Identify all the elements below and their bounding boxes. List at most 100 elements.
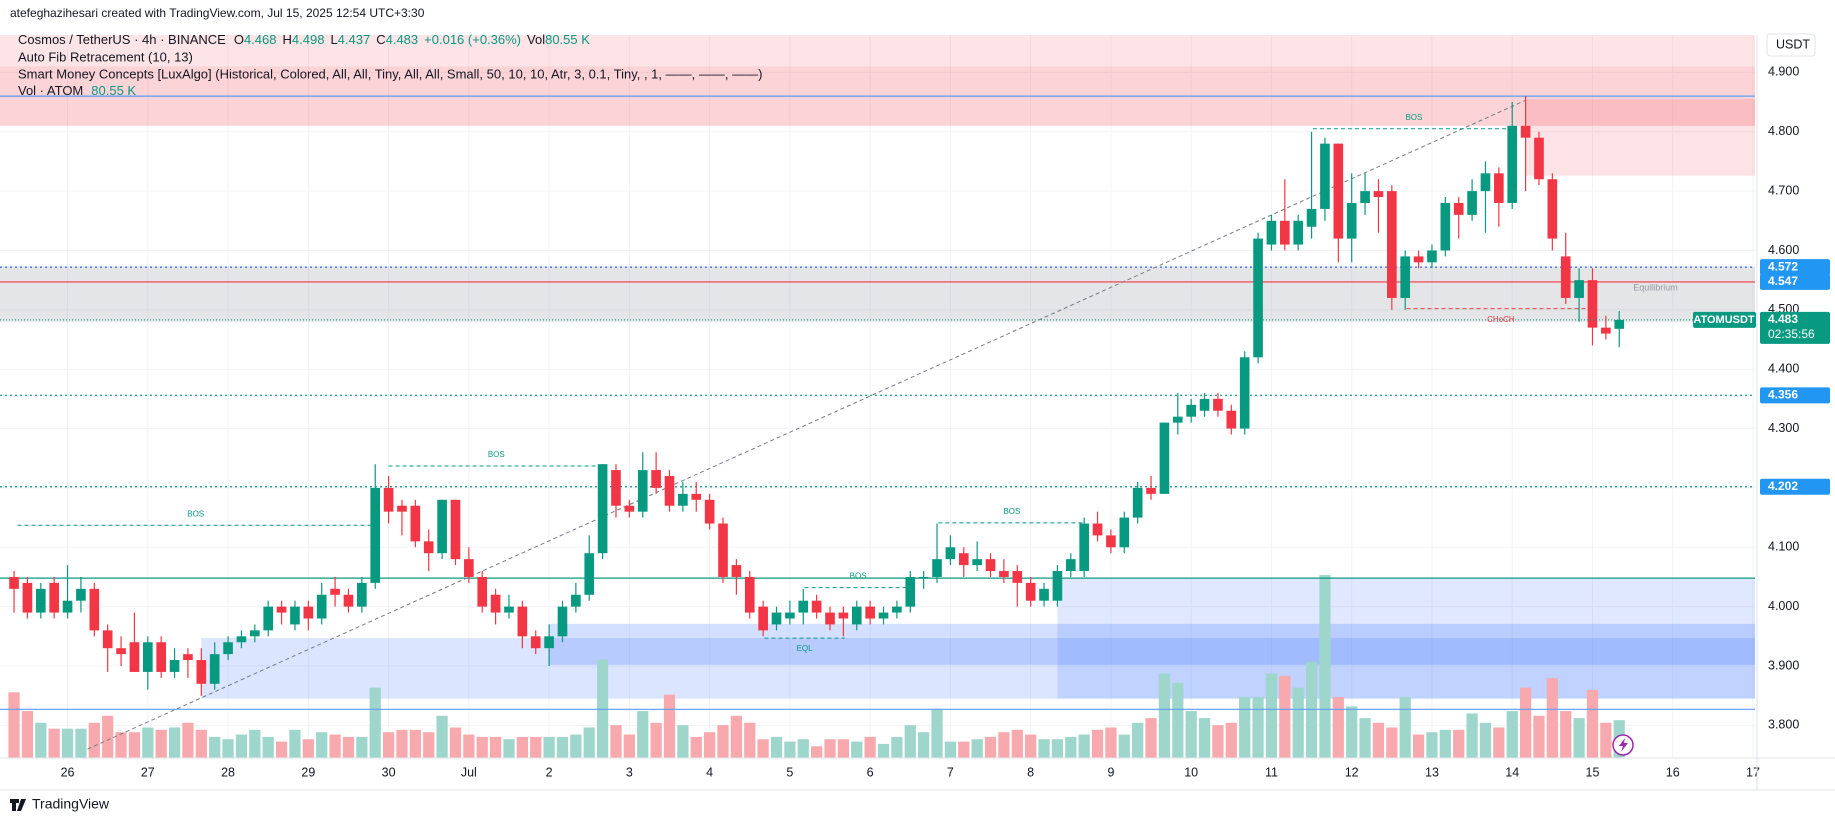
volume-bar bbox=[851, 741, 863, 758]
indicator-vol-name: Vol · ATOM bbox=[18, 83, 83, 98]
candle-body bbox=[22, 582, 33, 613]
legend-main: Cosmos / TetherUS · 4h · BINANCE O4.468 H4… bbox=[18, 32, 590, 47]
candle-body bbox=[1293, 220, 1304, 245]
candle-body bbox=[851, 606, 862, 625]
indicator-smc: Smart Money Concepts [LuxAlgo] (Historic… bbox=[18, 66, 762, 81]
indicator-vol-value: 80.55 K bbox=[91, 83, 136, 98]
volume-bar bbox=[275, 741, 288, 758]
x-tick-label: 26 bbox=[61, 765, 75, 779]
volume-bar bbox=[1265, 673, 1278, 758]
zone bbox=[1057, 578, 1755, 699]
symbol-tag-label: ATOMUSDT bbox=[1693, 314, 1755, 326]
candle-body bbox=[1547, 179, 1558, 239]
volume-bar bbox=[1212, 725, 1224, 758]
volume-bar bbox=[770, 736, 783, 758]
volume-bar bbox=[102, 715, 114, 758]
candle-body bbox=[530, 636, 541, 649]
candle-body bbox=[1360, 191, 1370, 203]
volume-bar bbox=[342, 736, 355, 758]
volume-bar bbox=[1252, 697, 1264, 758]
volume-bar bbox=[1025, 734, 1037, 758]
structure-label: BOS bbox=[187, 509, 204, 518]
x-tick-label: 11 bbox=[1265, 765, 1278, 779]
candle-body bbox=[1106, 535, 1116, 548]
volume-bar bbox=[396, 729, 408, 758]
alert-bolt bbox=[1619, 738, 1628, 752]
candle-body bbox=[811, 600, 822, 613]
candle-body bbox=[637, 470, 648, 512]
candle-body bbox=[1213, 398, 1223, 411]
unit-box bbox=[1766, 33, 1816, 57]
candle-body bbox=[771, 612, 782, 625]
candle-body bbox=[611, 470, 621, 506]
candle-body bbox=[597, 464, 608, 554]
volume-bar bbox=[1145, 718, 1157, 758]
candle-body bbox=[1226, 410, 1237, 429]
candle-body bbox=[209, 654, 220, 684]
volume-bar bbox=[1412, 734, 1425, 758]
volume-bar bbox=[1292, 687, 1304, 758]
x-tick-label: 7 bbox=[947, 765, 954, 779]
candle-body bbox=[35, 588, 46, 613]
candle-body bbox=[584, 553, 595, 595]
candle-body bbox=[1614, 319, 1625, 329]
candle-body bbox=[1253, 238, 1263, 358]
candle-body bbox=[1333, 143, 1344, 239]
candle-body bbox=[1012, 571, 1023, 583]
candle-body bbox=[370, 487, 381, 583]
volume-bar bbox=[489, 736, 502, 758]
volume-bar bbox=[1346, 706, 1358, 758]
candle-body bbox=[1119, 517, 1130, 548]
countdown-label: 02:35:56 bbox=[1768, 327, 1815, 341]
candle-body bbox=[9, 576, 19, 589]
candle-body bbox=[624, 505, 635, 512]
y-tick-label: 4.100 bbox=[1768, 540, 1799, 554]
volume-bar bbox=[1506, 711, 1518, 758]
candle-body bbox=[250, 630, 260, 637]
x-tick-label: 14 bbox=[1505, 765, 1519, 779]
volume-bar bbox=[610, 725, 622, 758]
candle-body bbox=[1601, 327, 1611, 334]
structure-label: BOS bbox=[1003, 507, 1020, 516]
candle-body bbox=[464, 559, 474, 577]
volume-bar bbox=[891, 736, 903, 758]
candle-body bbox=[1373, 191, 1384, 198]
candle-body bbox=[798, 600, 809, 613]
volume-bar bbox=[436, 715, 448, 758]
x-tick-label: 9 bbox=[1107, 765, 1114, 779]
zone bbox=[201, 638, 1756, 699]
volume-bar bbox=[21, 711, 34, 758]
volume-bar bbox=[516, 736, 528, 758]
brand-logo bbox=[10, 799, 26, 811]
x-tick-label: 15 bbox=[1586, 765, 1600, 779]
volume-bar bbox=[1172, 682, 1184, 758]
candle-body bbox=[490, 594, 501, 613]
candle-body bbox=[437, 499, 447, 554]
volume-bar bbox=[877, 743, 890, 758]
candle-body bbox=[999, 571, 1009, 577]
candle-body bbox=[1266, 220, 1277, 245]
y-tick-label: 4.800 bbox=[1768, 124, 1799, 138]
equilibrium-label: Equilibrium bbox=[1633, 282, 1678, 292]
volume-bar bbox=[1198, 718, 1211, 758]
volume-bar bbox=[1493, 727, 1505, 758]
candle-body bbox=[290, 606, 300, 625]
vol-label: Vol bbox=[527, 32, 545, 47]
y-tick-label: 4.000 bbox=[1768, 599, 1799, 613]
candle-body bbox=[1534, 137, 1544, 180]
level-tag bbox=[1760, 478, 1830, 495]
volume-bar bbox=[463, 734, 475, 758]
zone bbox=[1525, 99, 1755, 176]
level-tag-label: 4.572 bbox=[1768, 259, 1798, 273]
y-tick-label: 4.600 bbox=[1768, 243, 1799, 257]
volume-bar bbox=[1586, 689, 1599, 758]
volume-bar bbox=[690, 736, 702, 758]
candle-body bbox=[49, 582, 59, 613]
candle-body bbox=[169, 660, 180, 672]
candle-body bbox=[1560, 256, 1571, 298]
volume-bar bbox=[262, 736, 274, 758]
zone bbox=[0, 35, 1755, 67]
volume-bar bbox=[423, 732, 435, 758]
candle-body bbox=[156, 642, 167, 672]
